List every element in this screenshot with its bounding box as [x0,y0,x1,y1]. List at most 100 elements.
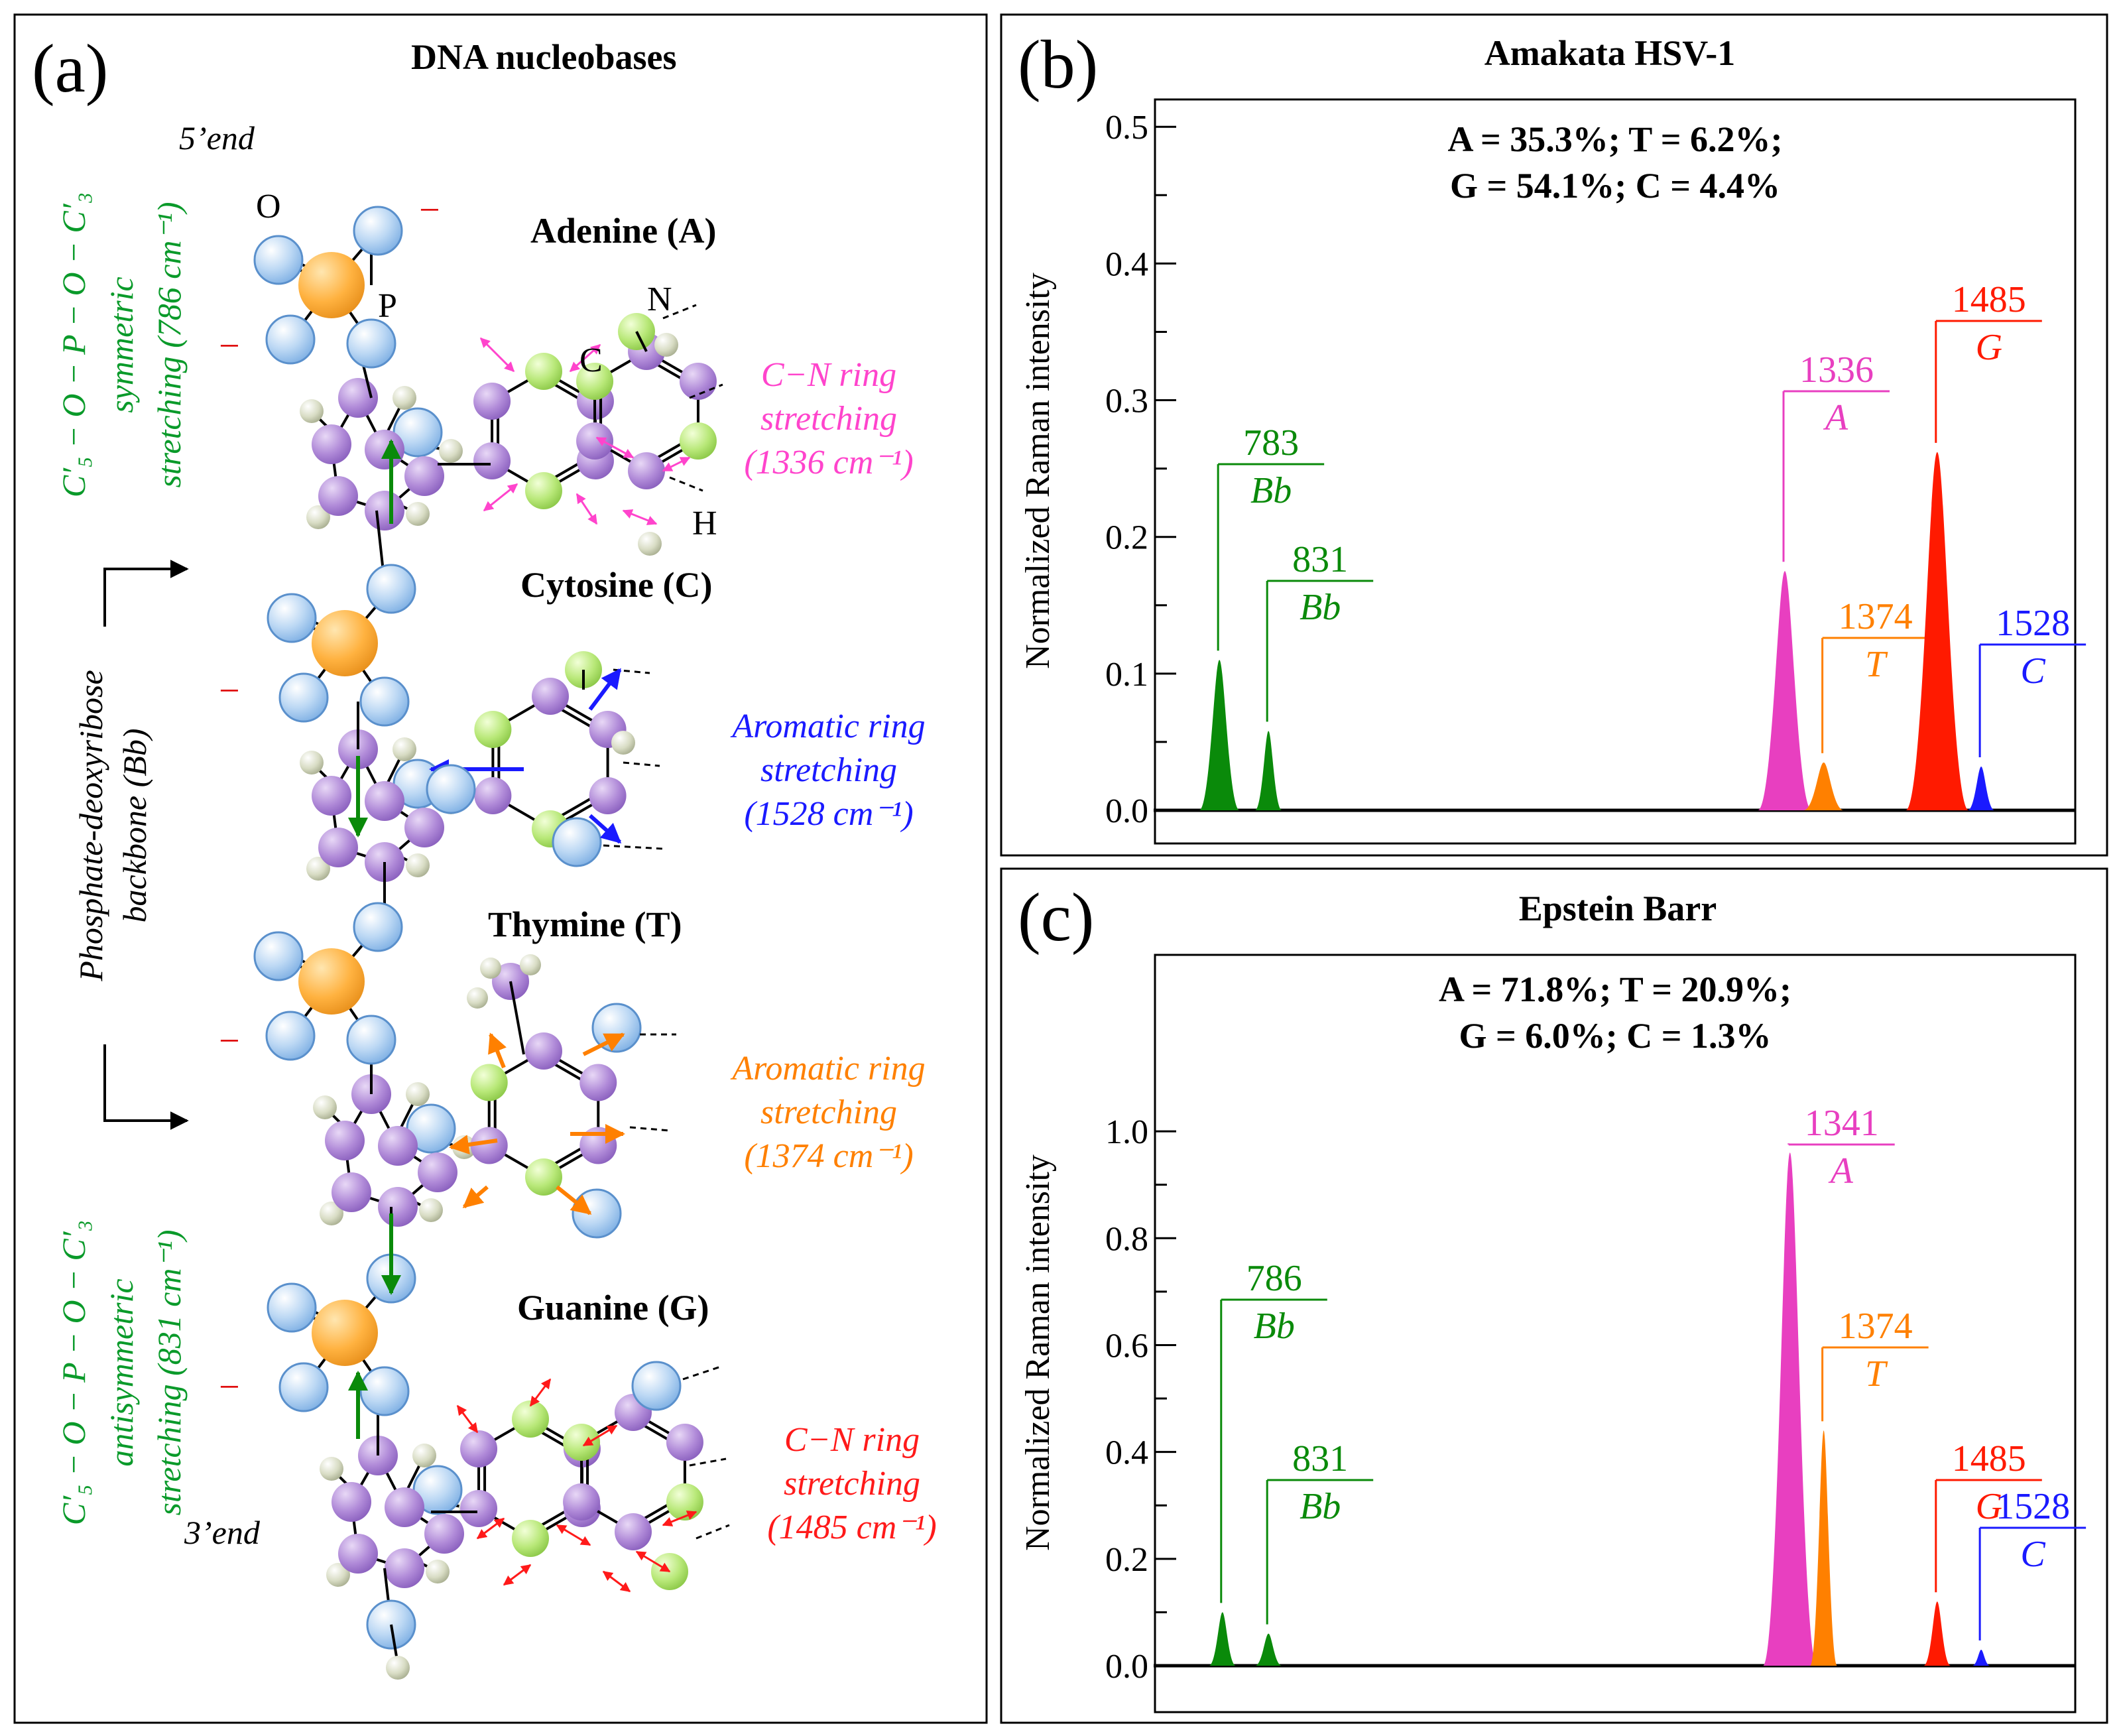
carbon-atom [424,1514,464,1554]
carbon-atom [338,1534,378,1574]
hydrogen-atom [406,1082,430,1106]
peak-wavenumber-label: 1528 [1996,1486,2070,1527]
carbon-atom [589,777,627,814]
charge-5: − [219,1367,240,1408]
oxygen-atom [353,902,403,952]
peak-1528 [1967,767,1995,810]
nitrogen-atom [512,1520,549,1557]
y-tick-label: 0.8 [1105,1220,1148,1258]
panel-c: (c) Epstein Barr A = 71.8%; T = 20.9%; G… [1000,867,2108,1724]
anti-line-2: antisymmetric [103,1278,140,1466]
hydrogen-atom [313,1095,337,1119]
vibration-arrow [582,1032,625,1056]
carbon-atom [579,1064,617,1101]
vibration-arrow [622,509,658,525]
chart-c-composition-2: G = 6.0%; C = 1.3% [1459,1016,1771,1056]
hydrogen-atom [393,737,416,761]
vibration-arrow [503,1564,532,1586]
hydrogen-atom [419,1198,443,1222]
oxygen-atom [346,318,396,369]
peak-wavenumber-label: 1341 [1805,1103,1879,1144]
y-tick-label: 0.4 [1105,245,1148,283]
five-prime-end: 5’end [179,119,255,156]
vibration-arrow [483,483,518,512]
vibration-arrow [662,1511,697,1526]
vibration-arrow [602,1570,631,1593]
peak-assignment-label: C [2020,1534,2045,1575]
panel-a-title: DNA nucleobases [411,37,677,77]
hydrogen-atom [638,532,662,556]
hydrogen-atom [300,751,324,775]
peak-1374 [1810,1430,1837,1666]
chart-b-plot: 0.00.10.20.30.40.5783Bb831Bb1336A1374T14… [1105,109,2087,830]
bond [509,981,525,1055]
dashed-bond [662,304,697,320]
carbon-atom [404,808,444,847]
charge-signs: − − − − − [219,190,440,1408]
dashed-bond [682,1365,723,1381]
carbon-atom [563,1483,601,1520]
vibration-arrow [575,493,598,525]
hydrogen-atom [306,857,330,881]
peak-1528 [1972,1649,1990,1666]
peak-assignment-label: Bb [1250,470,1292,511]
oxygen-atom [359,676,410,727]
hydrogen-atom [326,1563,350,1587]
carbon-atom [460,1430,498,1467]
peak-wavenumber-label: 1485 [1952,1438,2026,1479]
oxygen-atom [278,1362,329,1412]
nitrogen-atom [512,1400,549,1438]
charge-4: − [219,1021,240,1062]
oxygen-atom [267,1282,317,1333]
bracket-arrow-bottom [103,1044,189,1130]
vib-guanine-3: (1485 cm⁻¹) [767,1509,936,1546]
vib-cytosine-3: (1528 cm⁻¹) [744,795,913,833]
vibration-arrow [456,1404,479,1434]
carbon-atom [628,452,665,489]
atom-p: P [378,287,397,325]
peak-wavenumber-label: 831 [1292,1438,1348,1479]
nitrogen-atom [474,711,512,748]
y-tick-label: 0.4 [1105,1434,1148,1472]
atom-n: N [647,280,672,318]
peak-wavenumber-label: 1374 [1839,1306,1913,1347]
vibration-arrow [569,343,601,373]
chart-c-title: Epstein Barr [1519,889,1717,928]
base-name-adenine: Adenine (A) [530,211,717,251]
peak-wavenumber-label: 1336 [1799,349,1874,391]
three-prime-end: 3’end [184,1514,261,1551]
peak-assignment-label: G [1976,327,2002,368]
oxygen-atom [265,1011,316,1061]
backbone-line-1: Phosphate-deoxyribose [72,670,109,981]
panel-a: (a) DNA nucleobases 5’end 3’end C′₅ − O … [13,13,988,1724]
carbon-atom [325,1121,365,1160]
carbon-atom [378,1126,418,1166]
bracket-arrow-top [103,560,189,627]
base-name-thymine: Thymine (T) [488,904,682,944]
nitrogen-atom [525,1158,562,1196]
chart-b-composition-1: A = 35.3%; T = 6.2%; [1447,119,1782,159]
vibration-arrow [588,668,622,711]
oxygen-atom [572,1188,622,1239]
phosphorus-atom [312,610,378,676]
peak-1485 [1923,1601,1951,1666]
hydrogen-atom [393,386,416,410]
vib-guanine-1: C−N ring [784,1421,920,1459]
carbon-atom [576,422,614,460]
dashed-bond [629,1126,670,1132]
carbon-atom [525,1032,562,1070]
chart-b-ylabel: Normalized Raman intensity [1019,273,1057,669]
peak-assignment-label: A [1823,397,1848,438]
oxygen-atom [278,672,329,723]
vibration-arrow [595,436,635,459]
oxygen-atom [359,1366,410,1416]
carbon-atom [532,678,569,715]
symmetric-stretch-label: C′₅ − O − P − O − C′₃ symmetric stretchi… [55,192,188,497]
hydrogen-atom [406,853,430,877]
carbon-atom [385,1548,424,1588]
atom-o: O [256,188,281,225]
y-tick-label: 1.0 [1105,1113,1148,1151]
nitrogen-atom [563,1424,601,1461]
chart-b-title: Amakata HSV-1 [1484,33,1736,73]
peak-783 [1199,660,1240,810]
